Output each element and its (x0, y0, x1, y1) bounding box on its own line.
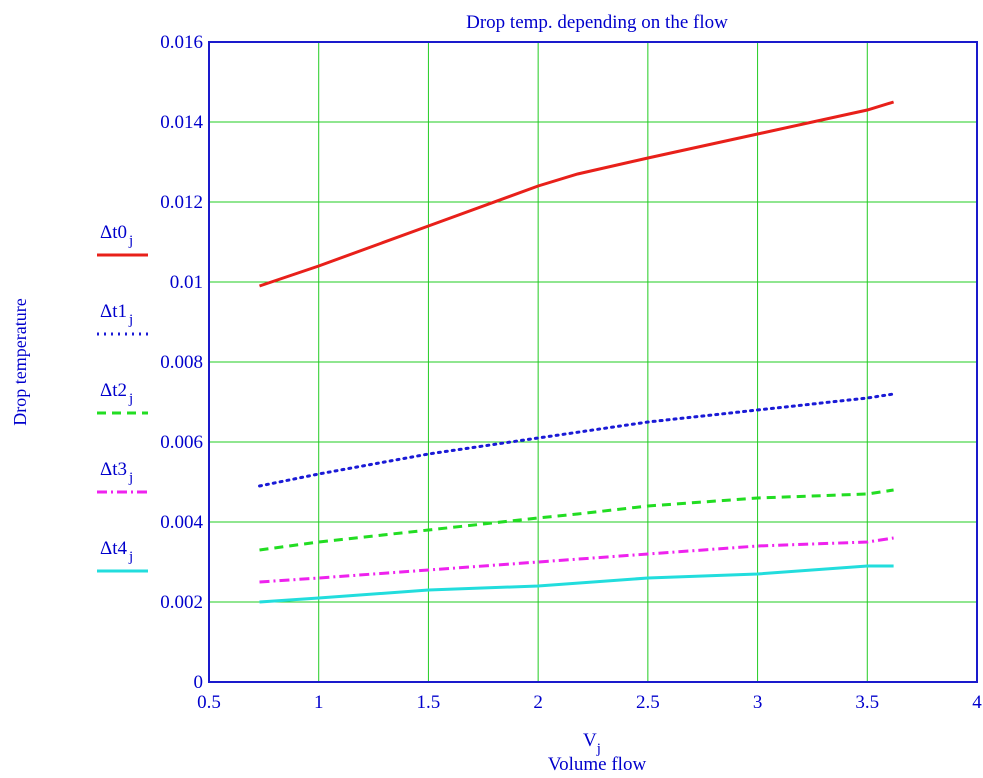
legend-label-dt4: Δt4 j (100, 538, 133, 565)
chart-title: Drop temp. depending on the flow (466, 12, 728, 33)
legend-label-dt1: Δt1 j (100, 301, 133, 328)
legend-label-dt3: Δt3 j (100, 459, 133, 486)
series-line-dt0 (259, 100, 895, 288)
series-line-dt2 (259, 488, 894, 552)
x-axis-label: Volume flow (548, 754, 647, 775)
y-tick-label: 0.002 (160, 592, 203, 613)
series-line-dt3 (259, 536, 894, 584)
x-axis-variable-subscript: j (596, 741, 601, 757)
series-layer (258, 100, 896, 604)
x-tick-label: 3.5 (855, 692, 879, 713)
y-tick-label: 0 (194, 672, 204, 693)
y-tick-label: 0.01 (170, 272, 203, 293)
series-line-dt4 (259, 564, 894, 604)
x-tick-label: 3 (753, 692, 763, 713)
plot-frame (208, 41, 978, 683)
x-tick-label: 2.5 (636, 692, 660, 713)
x-tick-label: 0.5 (197, 692, 221, 713)
x-tick-labels: 0.5 1 1.5 2 2.5 3 3.5 4 (197, 692, 982, 713)
x-tick-label: 1.5 (417, 692, 441, 713)
grid (208, 41, 978, 683)
x-tick-label: 4 (972, 692, 982, 713)
series-line-dt1 (258, 392, 896, 488)
y-tick-label: 0.006 (160, 432, 203, 453)
x-axis-variable: Vj (583, 730, 601, 757)
y-tick-label: 0.004 (160, 512, 203, 533)
y-axis-label: Drop temperature (10, 298, 30, 425)
legend-label-dt2: Δt2 j (100, 380, 133, 407)
y-tick-label: 0.016 (160, 32, 203, 53)
x-tick-label: 2 (533, 692, 543, 713)
legend: Δt0 j Δt1 j Δt2 j Δt3 j Δt4 j (97, 222, 148, 573)
y-tick-labels: 0 0.002 0.004 0.006 0.008 0.01 0.012 0.014 0.016 (160, 32, 203, 693)
y-tick-label: 0.008 (160, 352, 203, 373)
legend-label-dt0: Δt0 j (100, 222, 133, 249)
x-axis-variable-name: V (583, 730, 597, 751)
y-tick-label: 0.014 (160, 112, 203, 133)
y-tick-label: 0.012 (160, 192, 203, 213)
x-tick-label: 1 (314, 692, 324, 713)
